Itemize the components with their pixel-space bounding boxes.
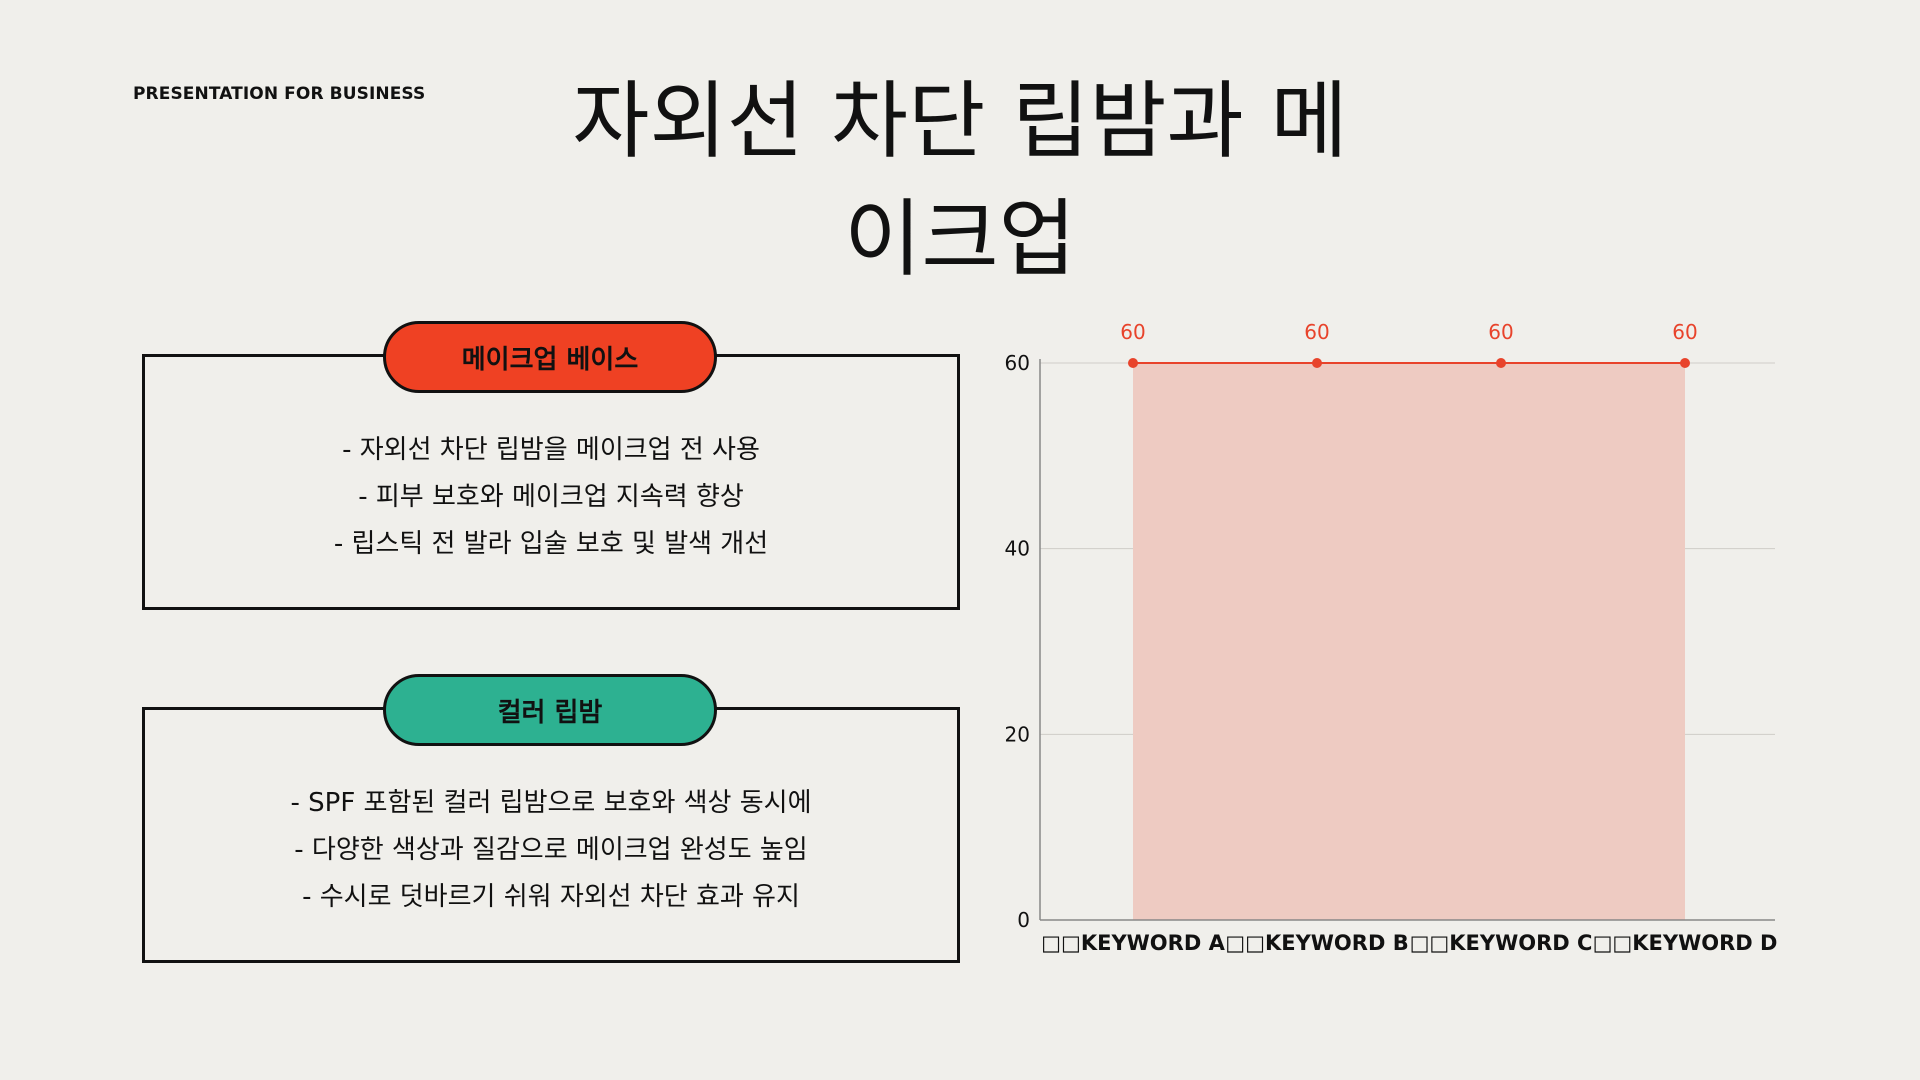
card-line: - 다양한 색상과 질감으로 메이크업 완성도 높임 <box>294 835 808 865</box>
title-line-1: 자외선 차단 립밤과 메 <box>572 72 1348 170</box>
y-tick-label: 20 <box>1005 722 1030 746</box>
card-line: - SPF 포함된 컬러 립밤으로 보호와 색상 동시에 <box>290 788 812 818</box>
card-pill-color-lipbalm: 컬러 립밤 <box>383 674 717 746</box>
data-point <box>1496 358 1506 368</box>
card-line: - 수시로 덧바르기 쉬워 자외선 차단 효과 유지 <box>302 882 800 912</box>
y-tick-label: 0 <box>1017 908 1030 932</box>
x-tick-label: □□KEYWORD C <box>1410 931 1593 955</box>
card-line: - 립스틱 전 발라 입술 보호 및 발색 개선 <box>333 529 769 559</box>
card-pill-makeup-base: 메이크업 베이스 <box>383 321 717 393</box>
data-label: 60 <box>1672 320 1697 344</box>
data-label: 60 <box>1488 320 1513 344</box>
area-fill <box>1133 363 1685 920</box>
y-tick-label: 60 <box>1005 351 1030 375</box>
page-title: 자외선 차단 립밤과 메 이크업 <box>460 62 1460 298</box>
card-text: - SPF 포함된 컬러 립밤으로 보호와 색상 동시에 - 다양한 색상과 질… <box>145 780 957 921</box>
card-text: - 자외선 차단 립밤을 메이크업 전 사용 - 피부 보호와 메이크업 지속력… <box>145 427 957 568</box>
data-point <box>1312 358 1322 368</box>
card-line: - 피부 보호와 메이크업 지속력 향상 <box>358 482 744 512</box>
card-makeup-base: - 자외선 차단 립밤을 메이크업 전 사용 - 피부 보호와 메이크업 지속력… <box>142 354 960 610</box>
y-tick-label: 40 <box>1005 537 1030 561</box>
title-line-2: 이크업 <box>844 190 1076 288</box>
brand-label: PRESENTATION FOR BUSINESS <box>133 84 426 104</box>
card-pill-label: 컬러 립밤 <box>497 697 603 728</box>
card-line: - 자외선 차단 립밤을 메이크업 전 사용 <box>342 435 760 465</box>
data-point <box>1128 358 1138 368</box>
data-point <box>1680 358 1690 368</box>
data-label: 60 <box>1120 320 1145 344</box>
data-label: 60 <box>1304 320 1329 344</box>
x-tick-label: □□KEYWORD B <box>1225 931 1408 955</box>
x-tick-label: □□KEYWORD A <box>1041 931 1225 955</box>
card-color-lipbalm: - SPF 포함된 컬러 립밤으로 보호와 색상 동시에 - 다양한 색상과 질… <box>142 707 960 963</box>
area-chart: 0 20 40 60 60 □□KEYWORD A 60 □□KEYWORD B 60 □□KEY… <box>1005 320 1778 955</box>
x-tick-label: □□KEYWORD D <box>1593 931 1778 955</box>
card-pill-label: 메이크업 베이스 <box>461 344 639 375</box>
